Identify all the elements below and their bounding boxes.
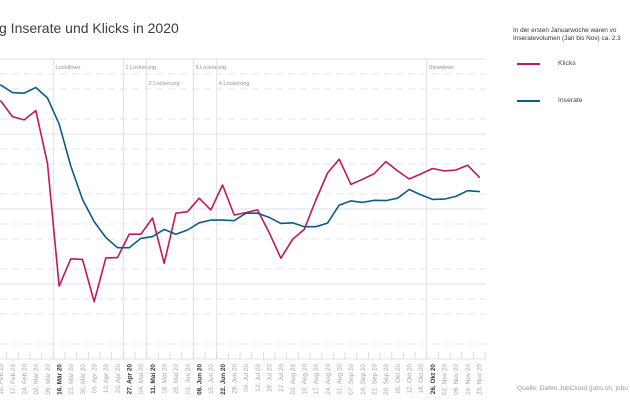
x-tick-label: 13. Apr 20 <box>103 364 110 394</box>
x-tick-label: 20. Jul 20 <box>267 364 274 392</box>
series-line-klicks <box>0 100 481 303</box>
x-tick-label: 19. Okt 20 <box>418 364 425 394</box>
x-tick-label: 29. Jun 20 <box>232 364 239 394</box>
x-tick-label: 16. Mär 20 <box>56 364 63 395</box>
x-tick-label: 10. Feb 20 <box>0 364 5 395</box>
x-tick-label: 17. Feb 20 <box>10 364 17 395</box>
x-tick-label: 25. Mai 20 <box>173 364 180 394</box>
event-label-3-lockerung: 3.Lockerung <box>195 65 226 71</box>
x-tick-label: 06. Jul 20 <box>243 364 250 392</box>
x-tick-label: 03. Aug 20 <box>290 364 297 395</box>
x-tick-label: 11. Mai 20 <box>150 364 157 394</box>
chart-title: g Inserate und Klicks in 2020 <box>0 20 179 36</box>
x-tick-label: 12. Okt 20 <box>407 364 414 394</box>
x-tick-label: 22. Jun 20 <box>220 364 227 395</box>
x-tick-label: 07. Sep 20 <box>348 364 355 395</box>
x-tick-label: 24. Feb 20 <box>21 364 28 395</box>
x-tick-label: 01. Jun 20 <box>185 364 192 394</box>
x-tick-label: 24. Aug 20 <box>325 364 332 395</box>
legend-label-klicks: Klicks <box>558 60 576 67</box>
event-label-4-lockerung: 4.Lockerung <box>219 81 250 87</box>
x-tick-label: 10. Aug 20 <box>302 364 309 395</box>
x-tick-label: 23. Nov 20 <box>477 364 484 395</box>
x-tick-label: 16. Nov 20 <box>465 364 472 395</box>
series-line-inserate <box>0 84 481 249</box>
x-tick-label: 15. Jun 20 <box>208 364 215 394</box>
source-note: Quelle: Daten JobCloud (jobs.ch, jobu <box>517 385 629 392</box>
x-tick-label: 08. Jun 20 <box>196 364 203 395</box>
event-label-slowdown: Slowdown <box>429 65 455 71</box>
legend-swatch-inserate <box>517 99 540 102</box>
x-tick-label: 21. Sep 20 <box>372 364 379 395</box>
x-tick-label: 02. Mär 20 <box>33 364 40 395</box>
x-tick-label: 20. Apr 20 <box>115 364 122 394</box>
x-tick-label: 06. Apr 20 <box>91 364 98 394</box>
note-line: In der ersten Januarwoche waren vo <box>513 27 617 34</box>
event-label-1-lockerung: 1.Lockerung <box>125 65 156 71</box>
x-axis: 10. Feb 20 17. Feb 20 24. Feb 20 02. Mär 20… <box>0 352 486 395</box>
x-tick-label: 09. Nov 20 <box>453 364 460 395</box>
x-tick-label: 26. Okt 20 <box>430 364 437 395</box>
event-markers: Lockdown 1.Lockerung 2.Lockerung 3.Lockerun… <box>52 59 455 359</box>
x-tick-label: 05. Okt 20 <box>395 364 402 394</box>
x-tick-label: 09. Mär 20 <box>45 364 52 395</box>
x-tick-label: 13. Jul 20 <box>255 364 262 392</box>
legend-item-inserate: Inserate <box>517 96 583 106</box>
legend-label-inserate: Inserate <box>558 96 583 104</box>
x-tick-label: 04. Mai 20 <box>138 364 145 394</box>
x-tick-label: 28. Sep 20 <box>383 364 390 395</box>
x-tick-label: 18. Mai 20 <box>161 364 168 394</box>
series-lines <box>0 84 481 303</box>
legend-swatch-klicks <box>517 63 540 65</box>
x-tick-label: 14. Sep 20 <box>360 364 367 395</box>
legend-item-klicks: Klicks <box>517 59 576 69</box>
gridlines <box>0 58 486 360</box>
x-tick-label: 27. Apr 20 <box>126 364 133 395</box>
x-tick-label: 02. Nov 20 <box>442 364 449 395</box>
chart-note: In der ersten Januarwoche waren vo Inser… <box>513 27 621 42</box>
note-line: Inseratevolumen (Jan bis Nov) ca. 2.3 <box>513 34 621 42</box>
x-tick-label: 31. Aug 20 <box>337 364 344 395</box>
x-tick-label: 23. Mär 20 <box>68 364 75 395</box>
event-label-lockdown: Lockdown <box>55 65 80 71</box>
x-tick-label: 27. Jul 20 <box>278 364 285 392</box>
event-label-2-lockerung: 2.Lockerung <box>149 81 180 87</box>
x-tick-label: 30. Mär 20 <box>80 364 87 395</box>
x-tick-label: 17. Aug 20 <box>313 364 320 395</box>
